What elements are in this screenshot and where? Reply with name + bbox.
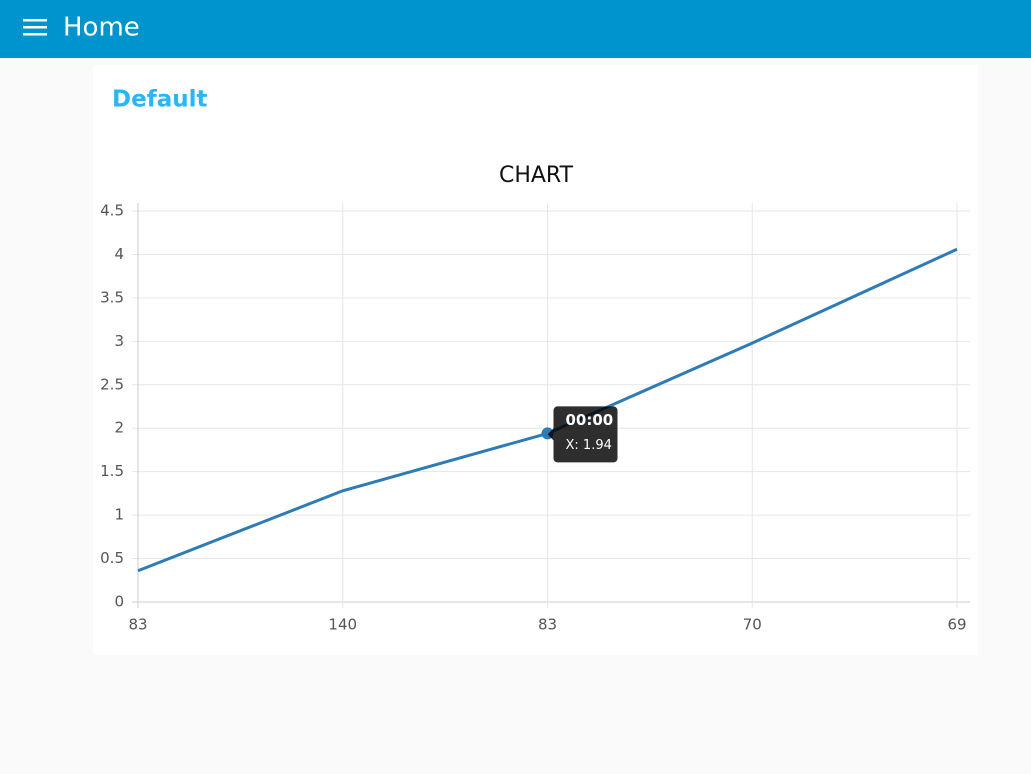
x-tick-label: 83	[128, 616, 147, 634]
y-tick-label: 1.5	[100, 462, 124, 480]
menu-button[interactable]	[23, 19, 47, 36]
y-tick-label: 3.5	[100, 288, 124, 306]
tooltip-text: X: 1.94	[566, 438, 612, 453]
tooltip: 00:00 X: 1.94	[547, 406, 618, 463]
y-tick-label: 0	[114, 593, 124, 611]
y-tick-label: 4.5	[100, 202, 124, 220]
group-title: Default	[112, 87, 207, 113]
x-tick-label: 69	[947, 616, 966, 634]
toolbar	[0, 0, 1031, 58]
chart-title: CHART	[499, 163, 574, 188]
chart: 0 0.5 1 1.5 2 2.5 3 3.5 4 4.5 83 140 83 70 69 00:00 X: 1…	[100, 202, 970, 634]
y-tick-label: 1	[114, 506, 124, 524]
y-tick-label: 0.5	[100, 549, 124, 567]
menu-bar	[23, 26, 47, 29]
menu-bar	[23, 19, 47, 22]
y-tick-label: 4	[114, 245, 124, 263]
x-tick-label: 70	[743, 616, 762, 634]
tooltip-title: 00:00	[566, 411, 614, 429]
y-tick-label: 2.5	[100, 375, 124, 393]
x-tick-label: 83	[538, 616, 557, 634]
y-tick-label: 3	[114, 332, 124, 350]
x-tick-label: 140	[328, 616, 357, 634]
menu-bar	[23, 33, 47, 36]
y-tick-label: 2	[114, 419, 124, 437]
group-card	[93, 65, 978, 655]
tooltip-box	[547, 406, 618, 463]
page-title: Home	[63, 13, 140, 43]
